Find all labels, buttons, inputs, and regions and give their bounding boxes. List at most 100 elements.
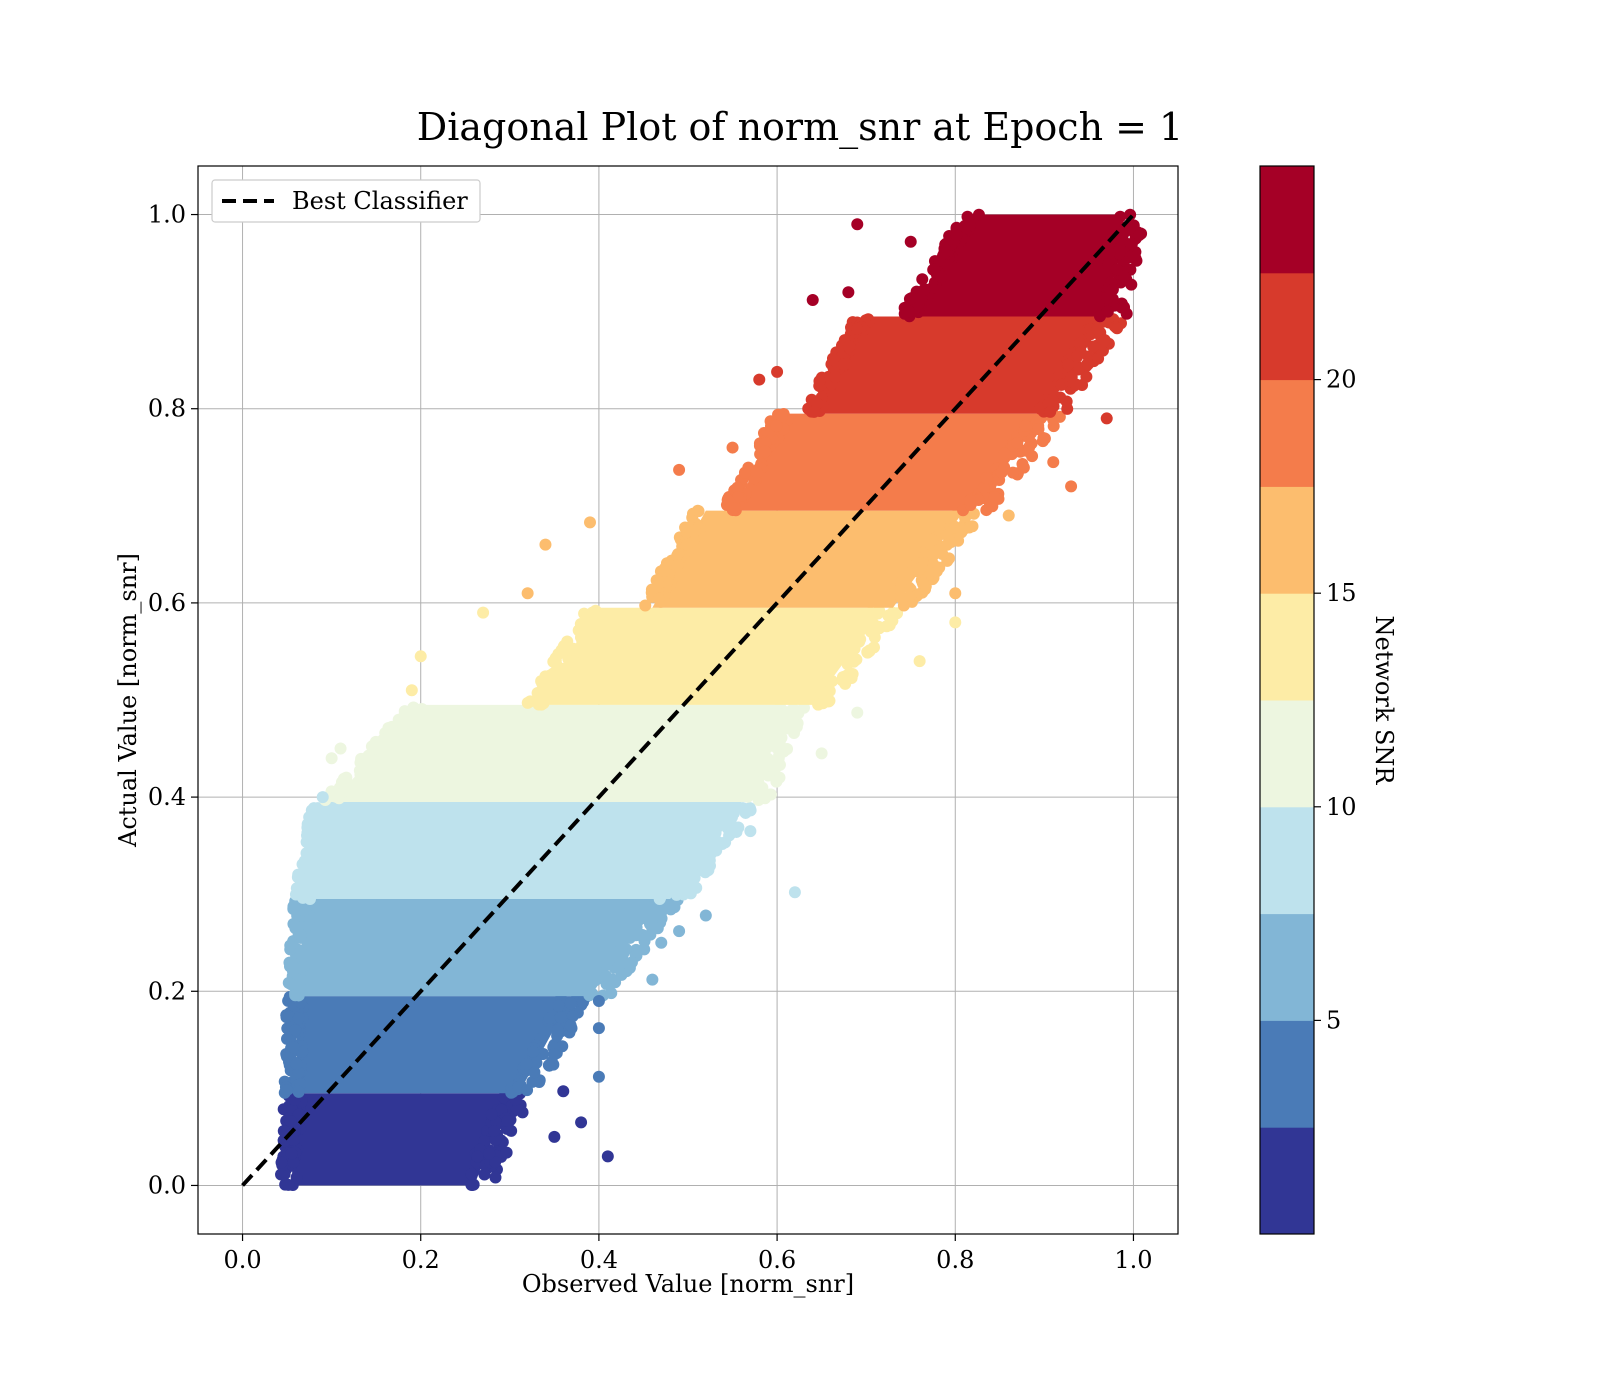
scatter-point	[689, 524, 702, 537]
scatter-point	[396, 712, 409, 725]
scatter-point	[1125, 278, 1138, 291]
scatter-point	[863, 645, 876, 658]
scatter-point	[916, 273, 929, 286]
scatter-point	[788, 726, 801, 739]
scatter-point	[405, 684, 418, 697]
scatter-point	[842, 286, 855, 299]
y-tick-label: 1.0	[148, 201, 186, 229]
scatter-point	[1109, 218, 1122, 231]
scatter-point	[615, 939, 628, 952]
axis-ticks: 0.0 0.2 0.4 0.6 0.8 1.0 0.0 0.2 0.4 0.6 0.8 1.0	[148, 201, 1153, 1274]
scatter-point	[557, 1085, 570, 1098]
scatter-point	[489, 1171, 502, 1184]
scatter-point	[298, 855, 311, 868]
scatter-point	[639, 599, 652, 612]
scatter-band-body	[732, 413, 1045, 511]
scatter-band	[898, 208, 1148, 323]
scatter-point	[775, 410, 788, 423]
scatter-point	[556, 1040, 569, 1053]
scatter-point	[646, 921, 659, 934]
scatter-point	[949, 616, 962, 629]
colorbar-segment	[1260, 1020, 1314, 1128]
scatter-point	[755, 737, 768, 750]
scatter-point	[365, 758, 378, 771]
scatter-point	[731, 481, 744, 494]
scatter-point	[851, 322, 864, 335]
scatter-point	[536, 677, 549, 690]
scatter-point	[584, 516, 596, 529]
scatter-band-body	[297, 899, 662, 997]
scatter-point	[850, 653, 863, 666]
scatter-point	[488, 1124, 501, 1137]
scatter-point	[752, 776, 765, 789]
scatter-point	[382, 722, 395, 735]
best-classifier-line	[241, 213, 1135, 1187]
x-tick-label: 0.4	[580, 1246, 618, 1274]
scatter-point	[465, 1168, 478, 1181]
x-tick-label: 0.0	[223, 1246, 261, 1274]
plot-frame	[197, 165, 1179, 1235]
scatter-point	[293, 928, 306, 941]
scatter-point	[500, 1146, 513, 1159]
x-tick-label: 0.2	[402, 1246, 440, 1274]
scatter-point	[903, 305, 916, 318]
scatter-point	[564, 1019, 577, 1032]
scatter-point	[369, 743, 382, 756]
scatter-point	[483, 1147, 496, 1160]
scatter-point	[738, 466, 751, 479]
scatter-point	[673, 925, 686, 938]
colorbar-segment	[1260, 486, 1314, 594]
scatter-point	[1062, 358, 1075, 371]
scatter-point	[1032, 423, 1045, 436]
scatter-band	[521, 604, 904, 711]
scatter-point	[895, 576, 908, 589]
scatter-point	[1022, 445, 1035, 458]
scatter-point	[603, 976, 616, 989]
y-axis-label: Actual Value [norm_snr]	[114, 553, 142, 848]
scatter-point	[601, 1150, 614, 1163]
scatter-point	[1044, 405, 1057, 418]
scatter-point	[1038, 432, 1051, 445]
scatter-point	[600, 958, 613, 971]
x-axis-label: Observed Value [norm_snr]	[522, 1270, 854, 1298]
scatter-point	[843, 340, 856, 353]
scatter-point	[530, 1056, 543, 1069]
scatter-point	[528, 1066, 541, 1079]
scatter-point	[781, 743, 794, 756]
scatter-point	[407, 706, 420, 719]
scatter-point	[587, 607, 600, 620]
scatter-point	[564, 997, 577, 1010]
scatter-point	[527, 1045, 540, 1058]
legend-label-best-classifier: Best Classifier	[292, 187, 468, 215]
scatter-point	[930, 565, 943, 578]
scatter-point	[941, 538, 954, 551]
colorbar-segment	[1260, 593, 1314, 701]
scatter-point	[810, 680, 823, 693]
scatter-point	[303, 811, 316, 824]
scatter-point	[1073, 362, 1086, 375]
scatter-point	[759, 445, 772, 458]
scatter-point	[977, 481, 990, 494]
colorbar-segment	[1260, 913, 1314, 1021]
scatter-points	[307, 218, 1113, 1163]
scatter-point	[770, 775, 783, 788]
scatter-point	[1130, 254, 1143, 267]
scatter-point	[292, 1108, 305, 1121]
scatter-point	[1073, 337, 1086, 350]
scatter-point	[284, 939, 297, 952]
scatter-point	[732, 821, 745, 834]
scatter-point	[389, 731, 402, 744]
scatter-point	[1047, 456, 1060, 469]
scatter-point	[1082, 358, 1095, 371]
scatter-point	[521, 587, 534, 600]
scatter-point	[585, 617, 598, 630]
scatter-point	[692, 505, 705, 518]
scatter-point	[950, 229, 963, 242]
scatter-point	[471, 1150, 484, 1163]
scatter-band	[639, 504, 980, 612]
scatter-point	[1091, 322, 1104, 335]
scatter-point	[753, 373, 766, 386]
scatter-point	[864, 607, 877, 620]
scatter-point	[671, 558, 684, 571]
scatter-point	[334, 742, 347, 755]
